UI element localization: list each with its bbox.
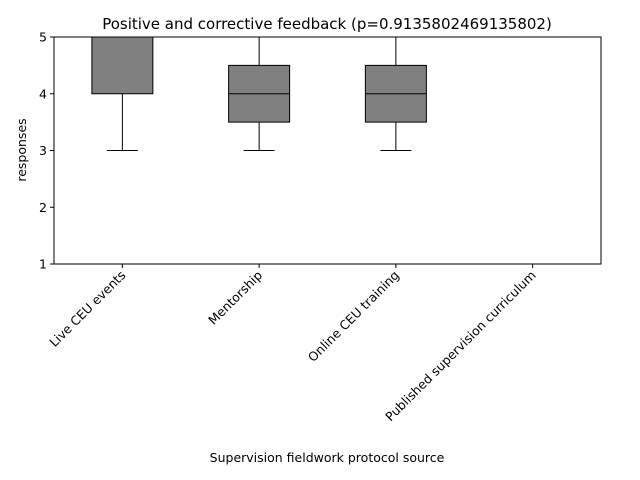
x-tick-label: Mentorship — [205, 267, 265, 327]
y-tick-label: 5 — [39, 30, 47, 45]
x-tick-label: Live CEU events — [46, 268, 128, 350]
y-tick-label: 1 — [39, 257, 47, 272]
y-tick-label: 4 — [39, 86, 47, 101]
y-axis-label: responses — [14, 118, 29, 181]
plot-area — [91, 36, 564, 151]
x-tick-label: Published supervision curriculum — [382, 268, 539, 425]
x-axis-label: Supervision fieldwork protocol source — [210, 450, 445, 465]
box — [91, 36, 154, 95]
x-tick-label: Online CEU training — [305, 268, 402, 365]
chart-title: Positive and corrective feedback (p=0.91… — [102, 15, 552, 33]
y-tick-label: 2 — [39, 200, 47, 215]
y-tick-label: 3 — [39, 143, 47, 158]
